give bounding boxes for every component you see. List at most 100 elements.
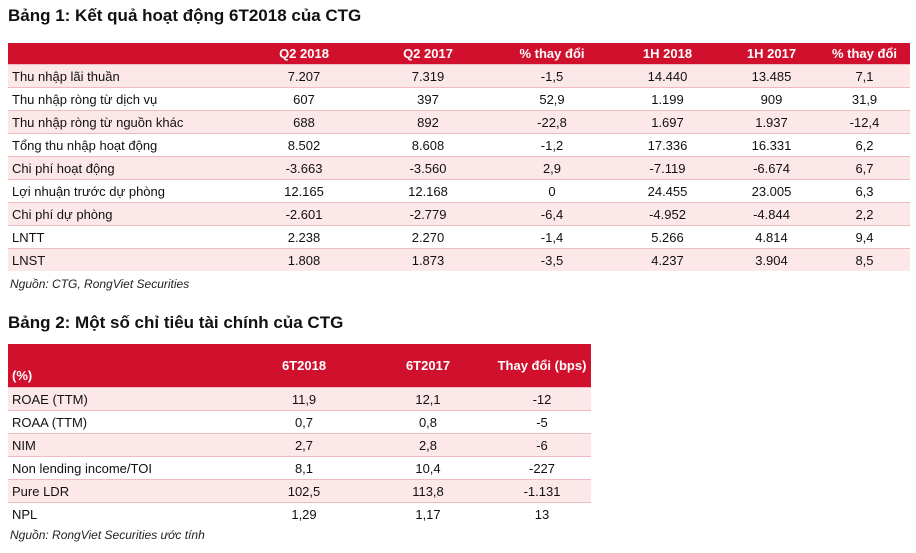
table-cell: 12.165 bbox=[245, 179, 363, 203]
table-cell: 1,17 bbox=[363, 502, 493, 525]
table-cell: 0 bbox=[493, 179, 611, 203]
table-cell: 11,9 bbox=[245, 387, 363, 411]
table-cell: 6,3 bbox=[819, 179, 910, 203]
table2-source-note: Nguồn: RongViet Securities ước tính bbox=[10, 528, 205, 542]
table-cell: 892 bbox=[363, 110, 493, 134]
table-cell: 23.005 bbox=[724, 179, 819, 203]
table-cell: 13 bbox=[493, 502, 591, 525]
table-cell: 24.455 bbox=[611, 179, 724, 203]
table-cell: 16.331 bbox=[724, 133, 819, 157]
table-cell: 2.270 bbox=[363, 225, 493, 249]
row-label: ROAE (TTM) bbox=[8, 387, 245, 411]
table-cell: -1,4 bbox=[493, 225, 611, 249]
table-cell: 909 bbox=[724, 87, 819, 111]
table1-source-note: Nguồn: CTG, RongViet Securities bbox=[10, 277, 190, 291]
row-label: LNST bbox=[8, 248, 245, 271]
table-cell: 397 bbox=[363, 87, 493, 111]
table-row: NPL 1,29 1,17 13 bbox=[8, 502, 591, 525]
table-cell: -227 bbox=[493, 456, 591, 480]
table-cell: 4.237 bbox=[611, 248, 724, 271]
table-row: Chi phí hoạt động -3.663 -3.560 2,9 -7.119 -6… bbox=[8, 156, 910, 180]
row-label: Lợi nhuận trước dự phòng bbox=[8, 179, 245, 203]
table-cell: 0,8 bbox=[363, 410, 493, 434]
table1-body: Thu nhập lãi thuần 7.207 7.319 -1,5 14.440 13… bbox=[8, 64, 910, 271]
table1-header-cell: Q2 2017 bbox=[363, 43, 493, 65]
table-row: Non lending income/TOI 8,1 10,4 -227 bbox=[8, 456, 591, 480]
table-row: LNST 1.808 1.873 -3,5 4.237 3.904 8,5 bbox=[8, 248, 910, 271]
table-cell: -1.131 bbox=[493, 479, 591, 503]
table-cell: 1.697 bbox=[611, 110, 724, 134]
table-cell: 2,2 bbox=[819, 202, 910, 226]
table-cell: 9,4 bbox=[819, 225, 910, 249]
row-label: Thu nhập ròng từ nguồn khác bbox=[8, 110, 245, 134]
table-cell: -3.560 bbox=[363, 156, 493, 180]
table-row: NIM 2,7 2,8 -6 bbox=[8, 433, 591, 457]
table-cell: -1,2 bbox=[493, 133, 611, 157]
table-cell: 13.485 bbox=[724, 64, 819, 88]
table-cell: -5 bbox=[493, 410, 591, 434]
row-label: Non lending income/TOI bbox=[8, 456, 245, 480]
row-label: Thu nhập lãi thuần bbox=[8, 64, 245, 88]
table-cell: 17.336 bbox=[611, 133, 724, 157]
table-cell: -3,5 bbox=[493, 248, 611, 271]
table-cell: 7.319 bbox=[363, 64, 493, 88]
table1-header-cell: Q2 2018 bbox=[245, 43, 363, 65]
table-cell: 8.608 bbox=[363, 133, 493, 157]
table1-results: Q2 2018 Q2 2017% thay đổi 1H 2018 1H 2017% … bbox=[8, 43, 910, 271]
table-cell: 2,8 bbox=[363, 433, 493, 457]
table-cell: 4.814 bbox=[724, 225, 819, 249]
table-cell: 6,2 bbox=[819, 133, 910, 157]
table-row: Tổng thu nhập hoạt động 8.502 8.608 -1,2 17.… bbox=[8, 133, 910, 157]
table-cell: 52,9 bbox=[493, 87, 611, 111]
table1-header-cell: 1H 2018 bbox=[611, 43, 724, 65]
table-row: Thu nhập lãi thuần 7.207 7.319 -1,5 14.440 13… bbox=[8, 64, 910, 88]
table-cell: 113,8 bbox=[363, 479, 493, 503]
table1-title: Bảng 1: Kết quả hoạt động 6T2018 của CTG bbox=[8, 6, 362, 25]
row-label: Tổng thu nhập hoạt động bbox=[8, 133, 245, 157]
table-cell: -6 bbox=[493, 433, 591, 457]
row-label: ROAA (TTM) bbox=[8, 410, 245, 434]
table-cell: 7,1 bbox=[819, 64, 910, 88]
table-cell: 12,1 bbox=[363, 387, 493, 411]
table-cell: 6,7 bbox=[819, 156, 910, 180]
table-cell: 8.502 bbox=[245, 133, 363, 157]
table-cell: 1.808 bbox=[245, 248, 363, 271]
table2-title: Bảng 2: Một số chỉ tiêu tài chính của CT… bbox=[8, 313, 344, 332]
table-cell: -6,4 bbox=[493, 202, 611, 226]
row-label: Chi phí dự phòng bbox=[8, 202, 245, 226]
table-cell: 5.266 bbox=[611, 225, 724, 249]
table-cell: 1,29 bbox=[245, 502, 363, 525]
row-label: LNTT bbox=[8, 225, 245, 249]
table2-header-cell: Thay đổi (bps) bbox=[493, 344, 591, 388]
table2-body: ROAE (TTM) 11,9 12,1 -12 ROAA (TTM) 0,7 0,8 -5 N… bbox=[8, 387, 591, 525]
table1-header-cell: % thay đổi bbox=[819, 43, 910, 65]
table-cell: 14.440 bbox=[611, 64, 724, 88]
table1-header-cell: % thay đổi bbox=[493, 43, 611, 65]
table-cell: 12.168 bbox=[363, 179, 493, 203]
table2-header-row: (%) 6T2018 6T2017 Thay đổi (bps) bbox=[8, 344, 591, 388]
table-cell: 607 bbox=[245, 87, 363, 111]
table-cell: 102,5 bbox=[245, 479, 363, 503]
table-cell: -22,8 bbox=[493, 110, 611, 134]
table-row: Lợi nhuận trước dự phòng 12.165 12.168 0 24.… bbox=[8, 179, 910, 203]
table-row: Pure LDR 102,5 113,8 -1.131 bbox=[8, 479, 591, 503]
table-cell: -4.844 bbox=[724, 202, 819, 226]
table-cell: -1,5 bbox=[493, 64, 611, 88]
row-label: Thu nhập ròng từ dịch vụ bbox=[8, 87, 245, 111]
table-cell: 2.238 bbox=[245, 225, 363, 249]
table-cell: -3.663 bbox=[245, 156, 363, 180]
table-cell: 8,1 bbox=[245, 456, 363, 480]
table-cell: -12 bbox=[493, 387, 591, 411]
table-cell: 1.873 bbox=[363, 248, 493, 271]
table2-header-cell: (%) bbox=[8, 344, 245, 388]
table-row: Chi phí dự phòng -2.601 -2.779 -6,4 -4.952 -4… bbox=[8, 202, 910, 226]
table-cell: -6.674 bbox=[724, 156, 819, 180]
table2-header-cell: 6T2018 bbox=[245, 344, 363, 388]
table-cell: -4.952 bbox=[611, 202, 724, 226]
table-row: ROAA (TTM) 0,7 0,8 -5 bbox=[8, 410, 591, 434]
row-label: NPL bbox=[8, 502, 245, 525]
table2-ratios: (%) 6T2018 6T2017 Thay đổi (bps) ROAE (TTM)… bbox=[8, 344, 591, 525]
row-label: Chi phí hoạt động bbox=[8, 156, 245, 180]
table-cell: -12,4 bbox=[819, 110, 910, 134]
row-label: NIM bbox=[8, 433, 245, 457]
